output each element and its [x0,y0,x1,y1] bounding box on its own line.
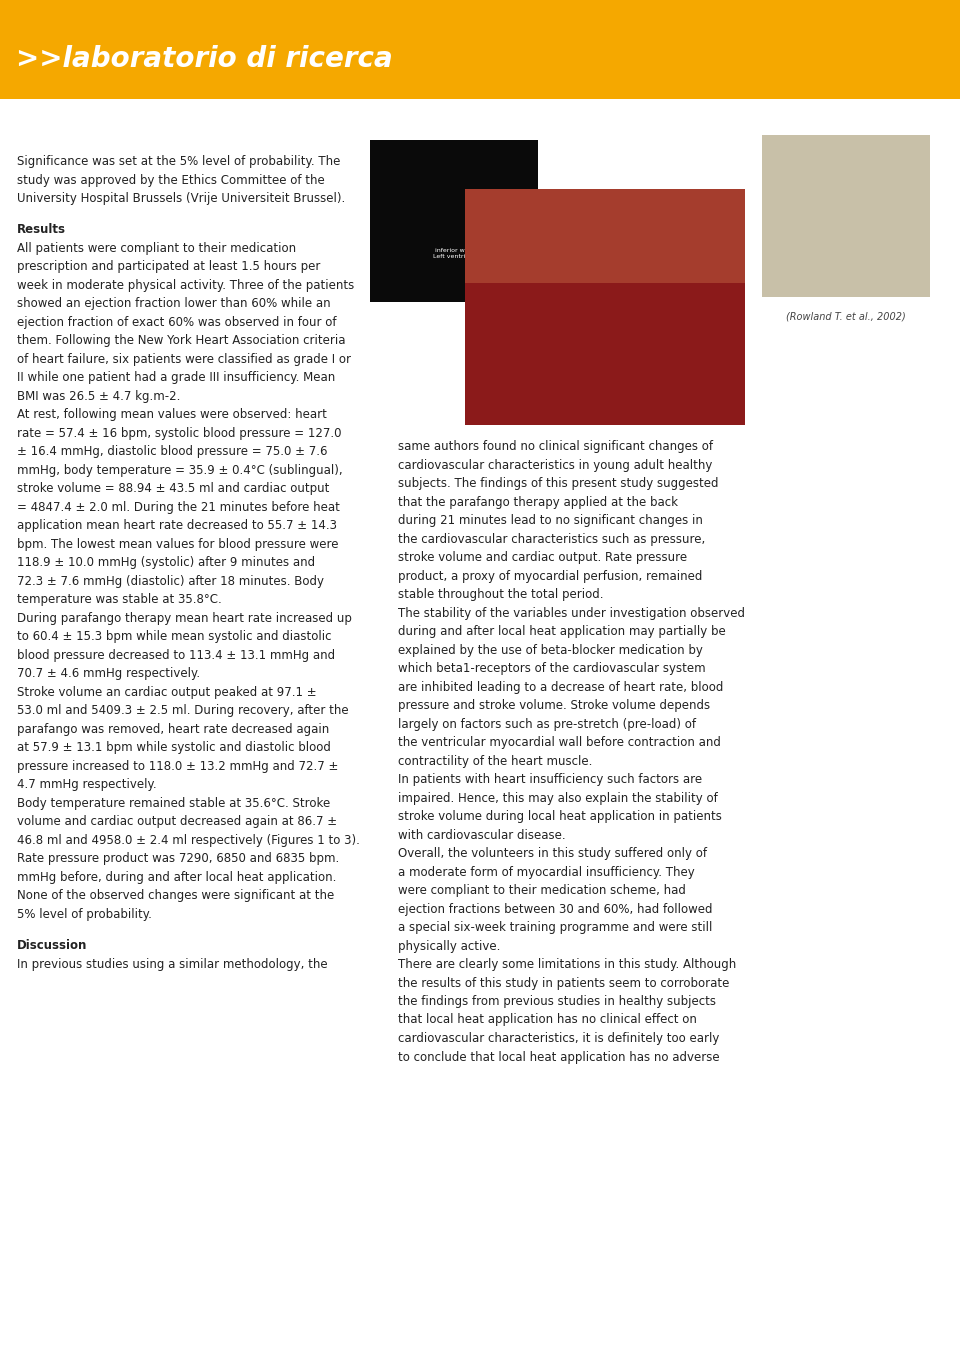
Text: same authors found no clinical significant changes of: same authors found no clinical significa… [398,440,713,453]
Text: impaired. Hence, this may also explain the stability of: impaired. Hence, this may also explain t… [398,792,718,804]
Text: inferior wall
Left ventricle: inferior wall Left ventricle [433,248,474,259]
Bar [466,189,745,283]
Text: rate = 57.4 ± 16 bpm, systolic blood pressure = 127.0: rate = 57.4 ± 16 bpm, systolic blood pre… [17,427,342,440]
Text: prescription and participated at least 1.5 hours per: prescription and participated at least 1… [17,260,321,274]
Text: (Rowland T. et al., 2002): (Rowland T. et al., 2002) [786,312,906,321]
Text: at 57.9 ± 13.1 bpm while systolic and diastolic blood: at 57.9 ± 13.1 bpm while systolic and di… [17,742,331,754]
Text: study was approved by the Ethics Committee of the: study was approved by the Ethics Committ… [17,173,325,186]
Text: The stability of the variables under investigation observed: The stability of the variables under inv… [398,607,745,619]
Text: during and after local heat application may partially be: during and after local heat application … [398,625,726,638]
Text: All patients were compliant to their medication: All patients were compliant to their med… [17,242,297,255]
Text: a special six-week training programme and were still: a special six-week training programme an… [398,921,712,934]
Text: University Hospital Brussels (Vrije Universiteit Brussel).: University Hospital Brussels (Vrije Univ… [17,192,346,206]
Text: During parafango therapy mean heart rate increased up: During parafango therapy mean heart rate… [17,612,352,625]
Text: showed an ejection fraction lower than 60% while an: showed an ejection fraction lower than 6… [17,298,331,310]
Text: bpm. The lowest mean values for blood pressure were: bpm. The lowest mean values for blood pr… [17,538,339,551]
Text: stroke volume = 88.94 ± 43.5 ml and cardiac output: stroke volume = 88.94 ± 43.5 ml and card… [17,482,329,495]
Text: stroke volume and cardiac output. Rate pressure: stroke volume and cardiac output. Rate p… [398,551,687,563]
Bar [0,0,960,95]
Text: during 21 minutes lead to no significant changes in: during 21 minutes lead to no significant… [398,514,704,527]
Text: 72.3 ± 7.6 mmHg (diastolic) after 18 minutes. Body: 72.3 ± 7.6 mmHg (diastolic) after 18 min… [17,574,324,588]
Text: were compliant to their medication scheme, had: were compliant to their medication schem… [398,885,686,897]
Text: that the parafango therapy applied at the back: that the parafango therapy applied at th… [398,495,679,509]
Text: blood pressure decreased to 113.4 ± 13.1 mmHg and: blood pressure decreased to 113.4 ± 13.1… [17,649,335,661]
Text: the cardiovascular characteristics such as pressure,: the cardiovascular characteristics such … [398,532,706,546]
Text: 46.8 ml and 4958.0 ± 2.4 ml respectively (Figures 1 to 3).: 46.8 ml and 4958.0 ± 2.4 ml respectively… [17,834,360,847]
Text: parafango was removed, heart rate decreased again: parafango was removed, heart rate decrea… [17,723,329,736]
Text: mmHg before, during and after local heat application.: mmHg before, during and after local heat… [17,871,337,883]
Text: mmHg, body temperature = 35.9 ± 0.4°C (sublingual),: mmHg, body temperature = 35.9 ± 0.4°C (s… [17,464,343,476]
Text: contractility of the heart muscle.: contractility of the heart muscle. [398,754,592,768]
Text: which beta1-receptors of the cardiovascular system: which beta1-receptors of the cardiovascu… [398,661,706,675]
Text: largely on factors such as pre-stretch (pre-load) of: largely on factors such as pre-stretch (… [398,717,696,731]
Text: them. Following the New York Heart Association criteria: them. Following the New York Heart Assoc… [17,335,346,347]
Text: ejection fractions between 30 and 60%, had followed: ejection fractions between 30 and 60%, h… [398,902,713,916]
Text: ± 16.4 mmHg, diastolic blood pressure = 75.0 ± 7.6: ± 16.4 mmHg, diastolic blood pressure = … [17,445,327,459]
Text: 5% level of probability.: 5% level of probability. [17,908,152,921]
Text: a moderate form of myocardial insufficiency. They: a moderate form of myocardial insufficie… [398,866,695,878]
Text: subjects. The findings of this present study suggested: subjects. The findings of this present s… [398,476,719,490]
Text: the results of this study in patients seem to corroborate: the results of this study in patients se… [398,976,730,989]
Text: 53.0 ml and 5409.3 ± 2.5 ml. During recovery, after the: 53.0 ml and 5409.3 ± 2.5 ml. During reco… [17,705,348,717]
Text: None of the observed changes were significant at the: None of the observed changes were signif… [17,890,334,902]
Text: BMI was 26.5 ± 4.7 kg.m-2.: BMI was 26.5 ± 4.7 kg.m-2. [17,391,180,403]
Text: week in moderate physical activity. Three of the patients: week in moderate physical activity. Thre… [17,279,354,293]
Text: of heart failure, six patients were classified as grade I or: of heart failure, six patients were clas… [17,352,351,366]
Text: physically active.: physically active. [398,939,501,953]
Text: 70.7 ± 4.6 mmHg respectively.: 70.7 ± 4.6 mmHg respectively. [17,667,201,680]
Text: >>laboratorio di ricerca: >>laboratorio di ricerca [16,45,393,73]
Text: Results: Results [17,223,66,237]
Text: At rest, following mean values were observed: heart: At rest, following mean values were obse… [17,408,327,422]
Text: application mean heart rate decreased to 55.7 ± 14.3: application mean heart rate decreased to… [17,520,337,532]
Text: Overall, the volunteers in this study suffered only of: Overall, the volunteers in this study su… [398,847,708,860]
Bar [0,95,960,99]
Text: volume and cardiac output decreased again at 86.7 ±: volume and cardiac output decreased agai… [17,815,337,829]
Text: Stroke volume an cardiac output peaked at 97.1 ±: Stroke volume an cardiac output peaked a… [17,686,317,700]
Bar [370,140,538,302]
Text: stroke volume during local heat application in patients: stroke volume during local heat applicat… [398,810,722,823]
Text: that local heat application has no clinical effect on: that local heat application has no clini… [398,1014,697,1026]
Text: cardiovascular characteristics in young adult healthy: cardiovascular characteristics in young … [398,459,712,471]
Text: with cardiovascular disease.: with cardiovascular disease. [398,829,566,841]
Text: There are clearly some limitations in this study. Although: There are clearly some limitations in th… [398,958,736,970]
Text: = 4847.4 ± 2.0 ml. During the 21 minutes before heat: = 4847.4 ± 2.0 ml. During the 21 minutes… [17,501,340,514]
Text: temperature was stable at 35.8°C.: temperature was stable at 35.8°C. [17,593,222,607]
Text: Significance was set at the 5% level of probability. The: Significance was set at the 5% level of … [17,155,341,167]
Text: to conclude that local heat application has no adverse: to conclude that local heat application … [398,1051,720,1063]
Text: Body temperature remained stable at 35.6°C. Stroke: Body temperature remained stable at 35.6… [17,798,330,810]
Text: cardiovascular characteristics, it is definitely too early: cardiovascular characteristics, it is de… [398,1032,720,1045]
Text: pressure and stroke volume. Stroke volume depends: pressure and stroke volume. Stroke volum… [398,700,710,712]
Text: In previous studies using a similar methodology, the: In previous studies using a similar meth… [17,958,328,970]
Bar [466,189,745,425]
Text: to 60.4 ± 15.3 bpm while mean systolic and diastolic: to 60.4 ± 15.3 bpm while mean systolic a… [17,630,332,644]
Text: Rate pressure product was 7290, 6850 and 6835 bpm.: Rate pressure product was 7290, 6850 and… [17,852,340,866]
Text: II while one patient had a grade III insufficiency. Mean: II while one patient had a grade III ins… [17,372,336,384]
Text: the findings from previous studies in healthy subjects: the findings from previous studies in he… [398,995,716,1009]
Text: are inhibited leading to a decrease of heart rate, blood: are inhibited leading to a decrease of h… [398,680,724,694]
Text: 4.7 mmHg respectively.: 4.7 mmHg respectively. [17,778,156,792]
Text: explained by the use of beta-blocker medication by: explained by the use of beta-blocker med… [398,644,704,656]
Text: Discussion: Discussion [17,939,87,953]
Text: product, a proxy of myocardial perfusion, remained: product, a proxy of myocardial perfusion… [398,569,703,583]
Text: In patients with heart insufficiency such factors are: In patients with heart insufficiency suc… [398,773,703,787]
Bar [762,135,930,297]
Text: pressure increased to 118.0 ± 13.2 mmHg and 72.7 ±: pressure increased to 118.0 ± 13.2 mmHg … [17,759,339,773]
Text: the ventricular myocardial wall before contraction and: the ventricular myocardial wall before c… [398,736,721,749]
Text: 118.9 ± 10.0 mmHg (systolic) after 9 minutes and: 118.9 ± 10.0 mmHg (systolic) after 9 min… [17,557,316,569]
Text: ejection fraction of exact 60% was observed in four of: ejection fraction of exact 60% was obser… [17,316,337,329]
Text: stable throughout the total period.: stable throughout the total period. [398,588,604,602]
